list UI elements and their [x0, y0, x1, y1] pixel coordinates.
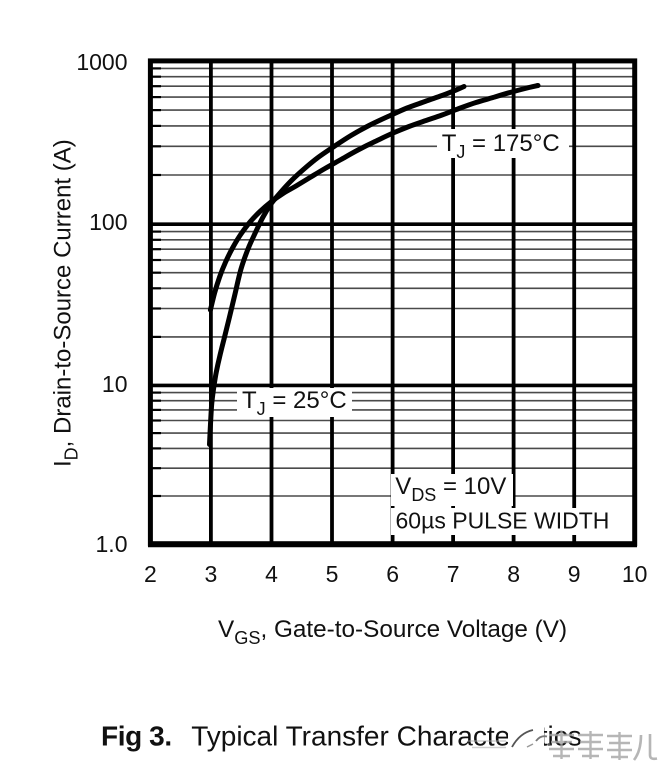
svg-text:5: 5	[326, 561, 339, 587]
svg-text:3: 3	[205, 561, 218, 587]
svg-text:ID, Drain-to-Source Current (A: ID, Drain-to-Source Current (A)	[50, 139, 82, 467]
svg-text:2: 2	[144, 561, 157, 587]
svg-text:1000: 1000	[76, 49, 127, 75]
svg-text:VDS = 10V: VDS = 10V	[395, 473, 506, 505]
svg-text:4: 4	[265, 561, 278, 587]
svg-text:8: 8	[507, 561, 520, 587]
svg-text:VGS, Gate-to-Source Voltage (V: VGS, Gate-to-Source Voltage (V)	[218, 616, 567, 648]
svg-text:6: 6	[386, 561, 399, 587]
svg-text:60µs PULSE WIDTH: 60µs PULSE WIDTH	[396, 508, 610, 534]
svg-text:100: 100	[89, 209, 127, 235]
svg-text:9: 9	[568, 561, 581, 587]
svg-text:TJ = 25°C: TJ = 25°C	[242, 387, 347, 419]
svg-text:1.0: 1.0	[96, 531, 128, 557]
svg-text:10: 10	[622, 561, 648, 587]
svg-text:7: 7	[447, 561, 460, 587]
svg-text:10: 10	[102, 371, 128, 397]
